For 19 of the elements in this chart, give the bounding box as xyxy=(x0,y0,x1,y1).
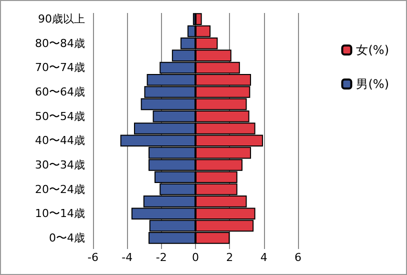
y-tick-label: 30〜34歳 xyxy=(35,158,85,172)
y-tick-label: 0〜4歳 xyxy=(49,231,85,244)
x-tick-label: 0 xyxy=(192,251,199,264)
y-tick-label: 40〜44歳 xyxy=(35,134,85,148)
legend-label: 男(%) xyxy=(356,77,389,91)
x-tick-label: -4 xyxy=(122,251,133,264)
x-tick-label: -6 xyxy=(88,251,98,264)
y-tick-label: 10〜14歳 xyxy=(35,207,85,220)
x-tick-label: 4 xyxy=(260,251,268,264)
y-tick-label: 80〜84歳 xyxy=(35,36,85,50)
y-tick-label: 60〜64歳 xyxy=(35,86,85,99)
y-tick-label: 20〜24歳 xyxy=(35,182,85,196)
y-tick-label: 50〜54歳 xyxy=(35,110,85,123)
y-tick-label: 90歳以上 xyxy=(38,12,85,26)
y-tick-label: 70〜74歳 xyxy=(35,61,85,74)
x-tick-label: -2 xyxy=(156,251,167,264)
x-tick-label: 2 xyxy=(226,251,234,264)
legend-label: 女(%) xyxy=(356,43,389,57)
x-tick-label: 6 xyxy=(294,251,302,264)
